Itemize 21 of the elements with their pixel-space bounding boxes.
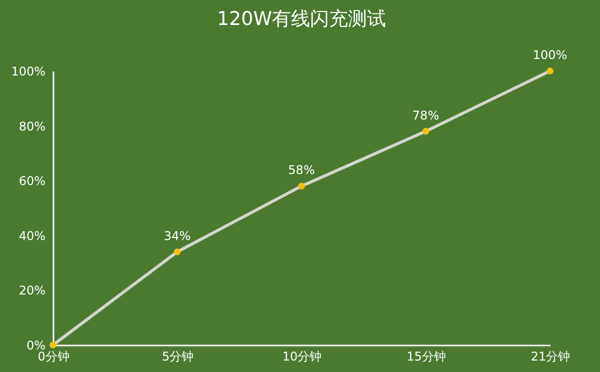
x-tick-label: 15分钟: [406, 350, 446, 364]
point: [50, 342, 56, 348]
y-tick-label: 100%: [11, 64, 46, 78]
x-tick-label: 10分钟: [282, 350, 322, 364]
x-tick-label: 21分钟: [530, 350, 570, 364]
data-label: 34%: [164, 228, 191, 243]
x-tick-label: 0分钟: [38, 350, 70, 364]
y-tick-label: 0%: [26, 338, 46, 352]
x-tick-label: 5分钟: [162, 350, 194, 364]
y-tick-label: 60%: [18, 174, 46, 188]
point: [422, 128, 430, 135]
y-tick-label: 80%: [18, 119, 46, 134]
point: [174, 248, 181, 256]
point: [546, 68, 554, 74]
data-label: 100%: [532, 48, 568, 62]
y-tick-label: 40%: [18, 228, 46, 243]
y-tick-label: 20%: [18, 284, 46, 298]
data-label: 78%: [412, 108, 440, 122]
point: [298, 182, 305, 190]
data-label: 58%: [288, 163, 315, 178]
chart-title: 120W有线闪充测试: [216, 8, 386, 30]
